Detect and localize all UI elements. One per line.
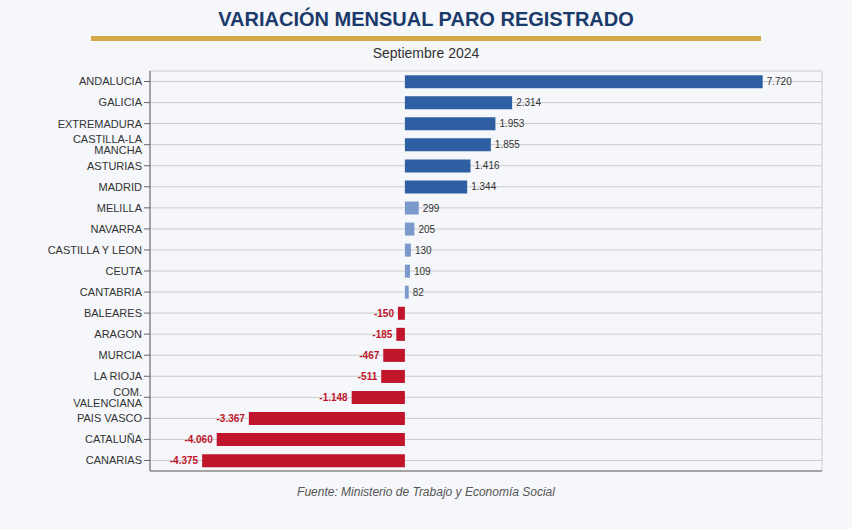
svg-text:-150: -150 — [374, 308, 394, 319]
svg-text:1.953: 1.953 — [499, 118, 524, 129]
svg-text:1.855: 1.855 — [495, 139, 520, 150]
svg-text:MURCIA: MURCIA — [99, 349, 143, 361]
svg-text:CASTILLA-LAMANCHA: CASTILLA-LAMANCHA — [73, 133, 143, 156]
svg-text:ASTURIAS: ASTURIAS — [87, 160, 142, 172]
svg-text:-4.375: -4.375 — [170, 455, 199, 466]
svg-text:MELILLA: MELILLA — [97, 202, 143, 214]
svg-text:-511: -511 — [358, 371, 378, 382]
html-text:Septiembre 2024: Septiembre 2024 — [372, 45, 480, 61]
svg-text:-467: -467 — [359, 350, 379, 361]
svg-text:-185: -185 — [372, 329, 392, 340]
svg-text:299: 299 — [423, 203, 440, 214]
svg-text:CANARIAS: CANARIAS — [86, 454, 142, 466]
svg-text:LA RIOJA: LA RIOJA — [94, 370, 143, 382]
svg-text:-4.060: -4.060 — [184, 434, 213, 445]
html-text:VARIACIÓN MENSUAL PARO REGISTR: VARIACIÓN MENSUAL PARO REGISTRADO — [218, 8, 634, 30]
svg-text:2.314: 2.314 — [516, 97, 541, 108]
svg-text:1.416: 1.416 — [475, 160, 500, 171]
svg-text:CANTABRIA: CANTABRIA — [80, 286, 143, 298]
svg-text:CATALUÑA: CATALUÑA — [85, 433, 143, 445]
html-text:Fuente: Ministerio de Trabajo: Fuente: Ministerio de Trabajo y Economía… — [297, 485, 555, 499]
svg-text:1.344: 1.344 — [471, 181, 496, 192]
svg-text:EXTREMADURA: EXTREMADURA — [58, 118, 143, 130]
svg-text:205: 205 — [418, 224, 435, 235]
svg-text:PAIS VASCO: PAIS VASCO — [77, 412, 142, 424]
svg-text:ANDALUCIA: ANDALUCIA — [79, 75, 143, 87]
svg-text:130: 130 — [415, 245, 432, 256]
svg-text:NAVARRA: NAVARRA — [90, 223, 142, 235]
svg-text:CASTILLA Y LEON: CASTILLA Y LEON — [48, 244, 142, 256]
svg-text:CEUTA: CEUTA — [106, 265, 143, 277]
svg-text:-1.148: -1.148 — [319, 392, 348, 403]
svg-text:109: 109 — [414, 266, 431, 277]
svg-text:COM.VALENCIANA: COM.VALENCIANA — [73, 386, 143, 409]
svg-text:ARAGON: ARAGON — [94, 328, 142, 340]
svg-text:MADRID: MADRID — [99, 181, 142, 193]
svg-text:-3.367: -3.367 — [216, 413, 245, 424]
svg-text:BALEARES: BALEARES — [84, 307, 142, 319]
svg-text:82: 82 — [413, 287, 425, 298]
svg-text:GALICIA: GALICIA — [99, 96, 143, 108]
svg-text:7.720: 7.720 — [767, 76, 792, 87]
